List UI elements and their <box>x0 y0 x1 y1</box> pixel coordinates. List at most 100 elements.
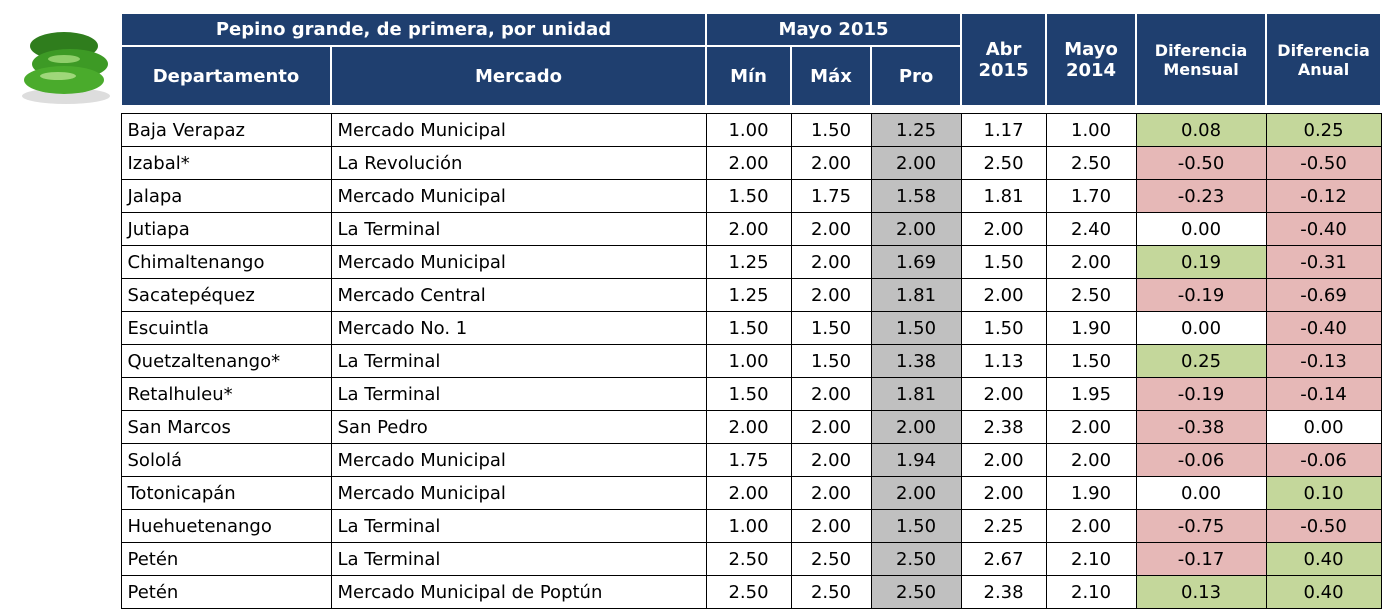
table-cell: -0.13 <box>1266 345 1381 378</box>
table-cell: 1.90 <box>1046 312 1136 345</box>
column-header: Diferencia Mensual <box>1136 13 1266 106</box>
table-cell: 1.50 <box>791 114 871 147</box>
column-header: Departamento <box>121 46 331 106</box>
table-cell: Baja Verapaz <box>121 114 331 147</box>
table-cell: -0.19 <box>1136 378 1266 411</box>
table-cell: 2.40 <box>1046 213 1136 246</box>
table-cell: -0.40 <box>1266 312 1381 345</box>
table-cell: 0.19 <box>1136 246 1266 279</box>
table-cell: 2.50 <box>1046 279 1136 312</box>
table-cell: 2.50 <box>871 543 961 576</box>
group-header: Mayo 2015 <box>706 13 961 46</box>
table-cell: Izabal* <box>121 147 331 180</box>
table-cell: La Terminal <box>331 543 706 576</box>
table-cell: Mercado Central <box>331 279 706 312</box>
table-cell: 0.13 <box>1136 576 1266 609</box>
page: {"header":{"title":"Pepino grande, de pr… <box>0 0 1382 603</box>
table-cell: Mercado Municipal <box>331 180 706 213</box>
table-cell: 1.50 <box>791 345 871 378</box>
table-cell: 2.00 <box>961 213 1046 246</box>
table-cell: Chimaltenango <box>121 246 331 279</box>
table-cell: Huehuetenango <box>121 510 331 543</box>
table-cell: 2.50 <box>871 576 961 609</box>
table-cell: 2.00 <box>1046 444 1136 477</box>
table-cell: Escuintla <box>121 312 331 345</box>
table-cell: 2.25 <box>961 510 1046 543</box>
table-cell: Mercado No. 1 <box>331 312 706 345</box>
table-cell: 1.50 <box>706 378 791 411</box>
table-cell: 1.70 <box>1046 180 1136 213</box>
table-cell: 1.95 <box>1046 378 1136 411</box>
table-cell: 1.13 <box>961 345 1046 378</box>
table-cell: -0.50 <box>1136 147 1266 180</box>
table-cell: 2.00 <box>871 477 961 510</box>
table-cell: 0.40 <box>1266 576 1381 609</box>
table-cell: Mercado Municipal <box>331 246 706 279</box>
table-cell: 1.50 <box>1046 345 1136 378</box>
table-cell: 2.00 <box>791 279 871 312</box>
table-cell: Mercado Municipal <box>331 477 706 510</box>
table-cell: -0.17 <box>1136 543 1266 576</box>
table-cell: 2.67 <box>961 543 1046 576</box>
table-cell: La Revolución <box>331 147 706 180</box>
table-cell: 1.50 <box>961 312 1046 345</box>
table-cell: 1.69 <box>871 246 961 279</box>
table-cell: San Marcos <box>121 411 331 444</box>
table-cell: Petén <box>121 543 331 576</box>
table-cell: 2.00 <box>961 477 1046 510</box>
table-cell: 0.40 <box>1266 543 1381 576</box>
column-header: Abr 2015 <box>961 13 1046 106</box>
table-cell: 2.00 <box>791 444 871 477</box>
table-cell: 0.25 <box>1266 114 1381 147</box>
table-cell: 2.38 <box>961 576 1046 609</box>
table-cell: -0.12 <box>1266 180 1381 213</box>
table-cell: 0.00 <box>1136 213 1266 246</box>
table-cell: 1.25 <box>706 246 791 279</box>
table-cell: 2.00 <box>961 279 1046 312</box>
column-header: Diferencia Anual <box>1266 13 1381 106</box>
table-cell: 1.50 <box>706 180 791 213</box>
table-cell: -0.40 <box>1266 213 1381 246</box>
table-cell: -0.14 <box>1266 378 1381 411</box>
table-cell: 2.38 <box>961 411 1046 444</box>
table-cell: Sacatepéquez <box>121 279 331 312</box>
table-cell: 1.81 <box>871 279 961 312</box>
table-cell: -0.31 <box>1266 246 1381 279</box>
table-cell: 2.00 <box>791 147 871 180</box>
table-cell: 1.38 <box>871 345 961 378</box>
table-cell: 2.00 <box>706 213 791 246</box>
table-cell: Quetzaltenango* <box>121 345 331 378</box>
column-header: Mayo 2014 <box>1046 13 1136 106</box>
cucumber-image <box>18 16 114 106</box>
table-cell: 2.00 <box>1046 510 1136 543</box>
table-cell: 1.50 <box>961 246 1046 279</box>
table-cell: Mercado Municipal <box>331 444 706 477</box>
table-cell: 1.50 <box>871 510 961 543</box>
spacer <box>121 106 1381 114</box>
table-cell: 2.00 <box>791 411 871 444</box>
table-cell: -0.38 <box>1136 411 1266 444</box>
table-cell: 0.00 <box>1136 312 1266 345</box>
table-cell: 1.75 <box>791 180 871 213</box>
table-cell: 2.10 <box>1046 576 1136 609</box>
table-cell: 2.10 <box>1046 543 1136 576</box>
table-cell: 1.00 <box>706 345 791 378</box>
table-cell: Petén <box>121 576 331 609</box>
table-cell: 2.00 <box>706 477 791 510</box>
table-cell: 2.00 <box>871 147 961 180</box>
table-cell: 1.75 <box>706 444 791 477</box>
column-header: Pro <box>871 46 961 106</box>
table-cell: 2.00 <box>706 411 791 444</box>
table-cell: 2.00 <box>791 213 871 246</box>
